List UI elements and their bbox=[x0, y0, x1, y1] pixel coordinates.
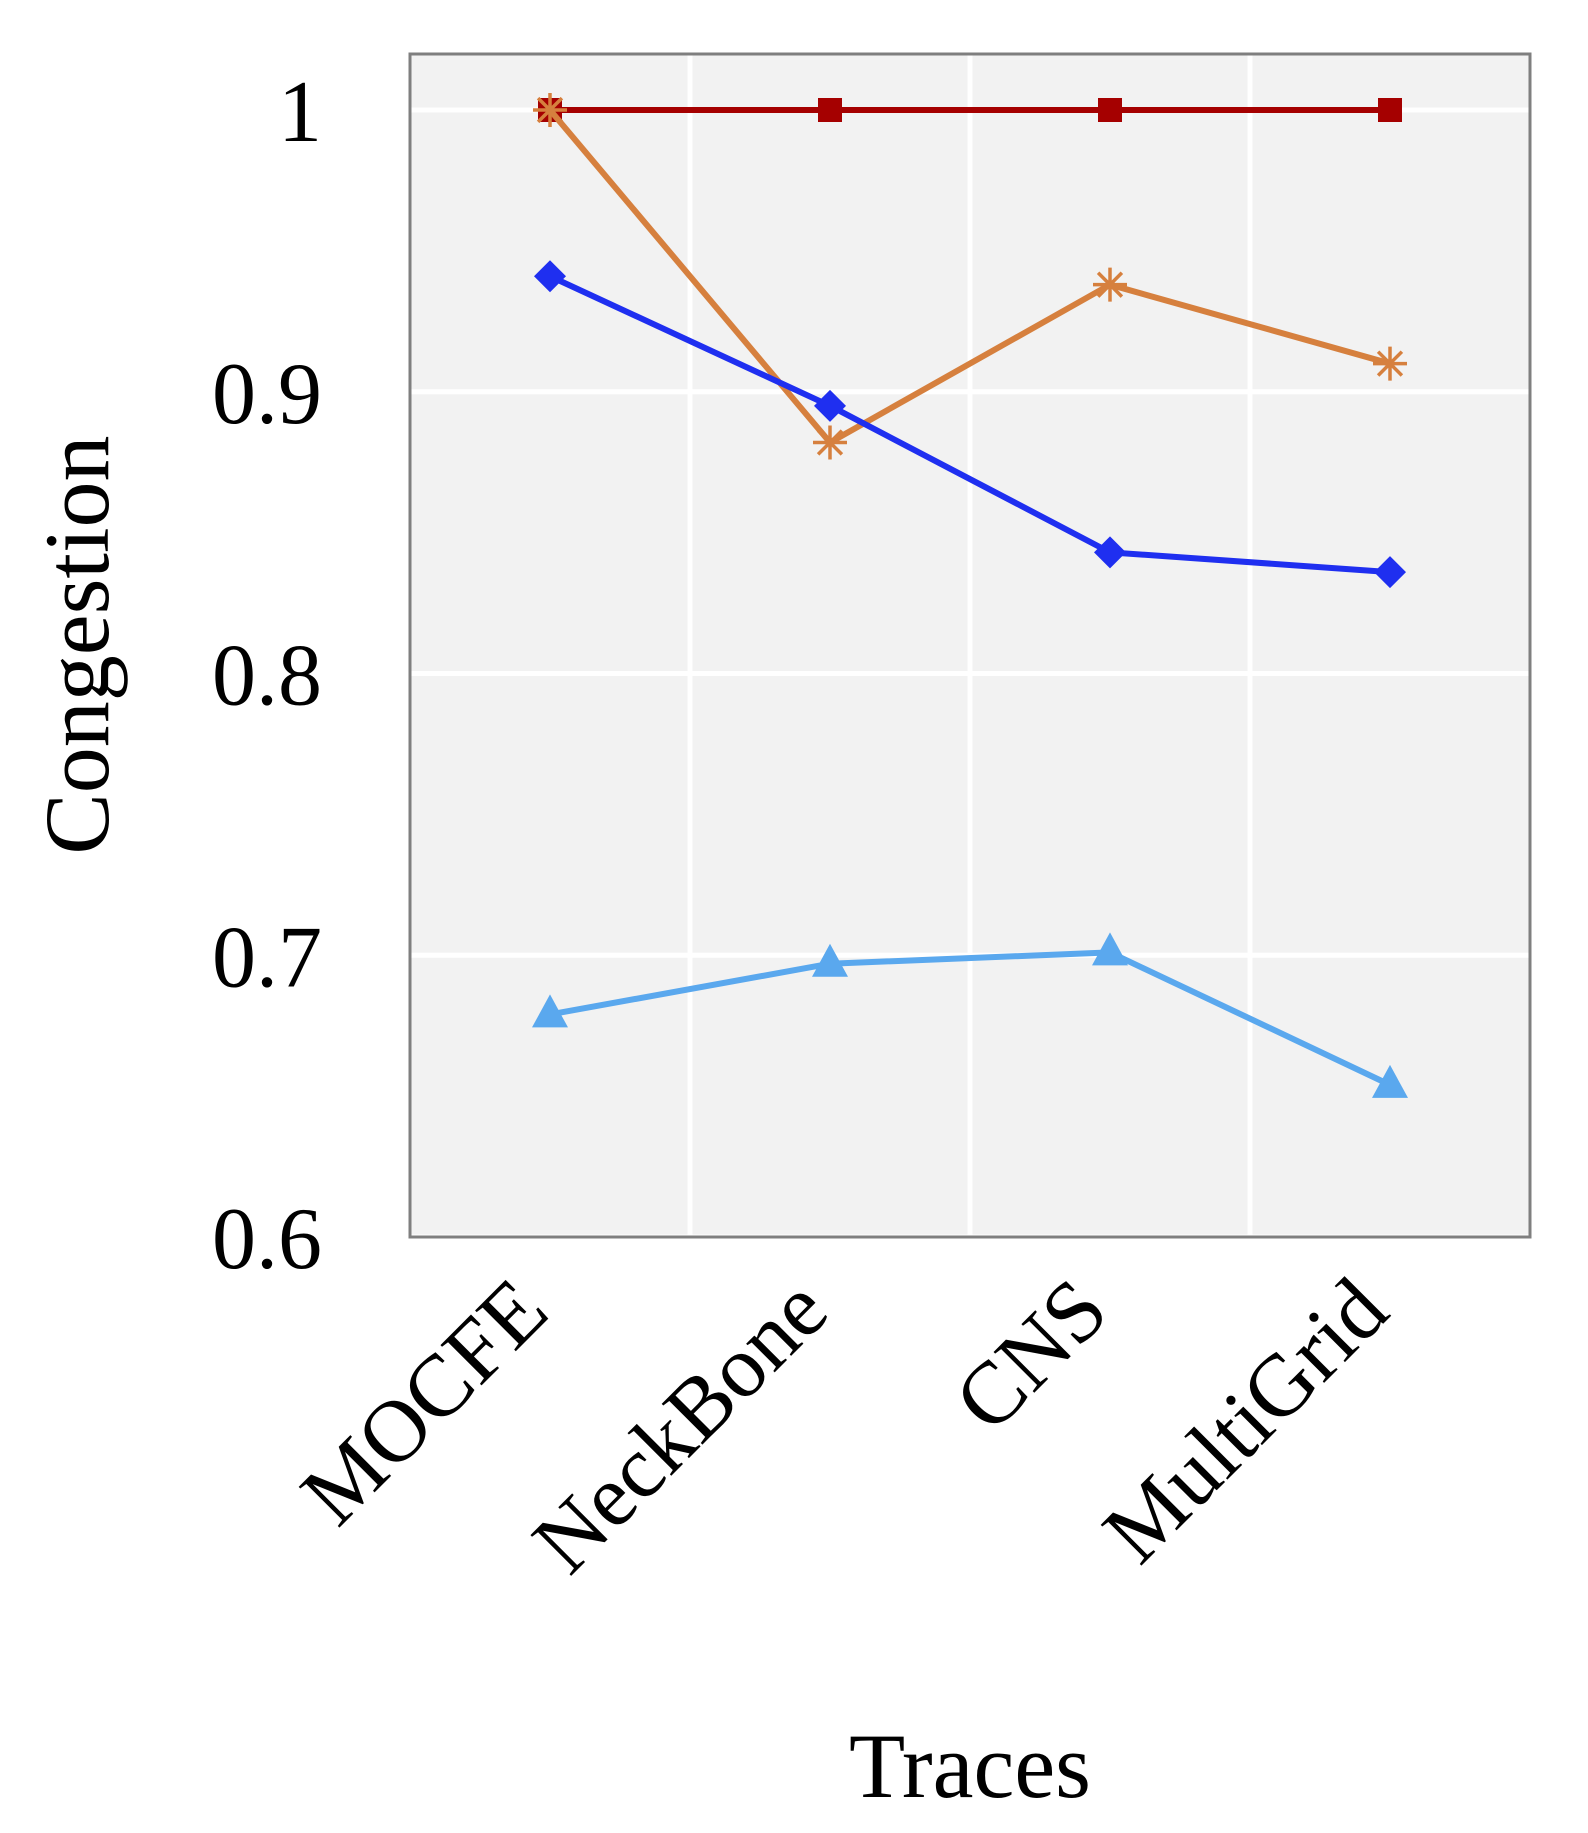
x-tick-label: MOCFE bbox=[283, 1261, 566, 1544]
series-dark-red-marker bbox=[1378, 98, 1402, 122]
y-tick-label: 0.9 bbox=[212, 346, 322, 443]
series-orange bbox=[533, 93, 1407, 460]
series-light-blue-marker bbox=[532, 994, 568, 1028]
series-dark-red-marker bbox=[818, 98, 842, 122]
y-tick-labels: 0.6 0.7 0.8 0.9 1 bbox=[212, 64, 322, 1288]
series-orange-marker bbox=[1373, 346, 1407, 381]
y-axis-title: Congestion bbox=[26, 435, 128, 854]
x-tick-label: MultiGrid bbox=[1085, 1261, 1406, 1582]
plot-frame bbox=[408, 52, 1532, 1239]
x-tick-label: NeckBone bbox=[515, 1261, 846, 1592]
series-orange-marker bbox=[533, 93, 567, 127]
series-orange-marker bbox=[813, 425, 847, 460]
series-blue-marker bbox=[534, 260, 566, 293]
series-light-blue-line bbox=[549, 949, 1392, 1088]
series-light-blue-marker bbox=[812, 943, 848, 977]
series-blue bbox=[534, 260, 1406, 589]
y-tick-label: 0.8 bbox=[212, 628, 322, 725]
series-light-blue bbox=[532, 932, 1408, 1098]
series-orange-line bbox=[547, 108, 1391, 446]
series-light-blue-marker bbox=[1372, 1064, 1408, 1098]
x-tick-label: CNS bbox=[937, 1261, 1127, 1451]
series-light-blue-marker bbox=[1092, 932, 1128, 966]
x-axis-title: Traces bbox=[849, 1715, 1091, 1817]
series-blue-line bbox=[548, 273, 1391, 576]
series-layer bbox=[532, 93, 1408, 1098]
series-orange-marker bbox=[1093, 267, 1127, 302]
y-tick-label: 1 bbox=[278, 64, 322, 161]
series-dark-red-marker bbox=[1098, 98, 1122, 122]
y-tick-label: 0.6 bbox=[212, 1191, 322, 1288]
series-blue-marker bbox=[1374, 556, 1406, 589]
series-blue-marker bbox=[814, 389, 846, 422]
series-blue-marker bbox=[1094, 536, 1126, 569]
y-tick-label: 0.7 bbox=[212, 909, 322, 1006]
